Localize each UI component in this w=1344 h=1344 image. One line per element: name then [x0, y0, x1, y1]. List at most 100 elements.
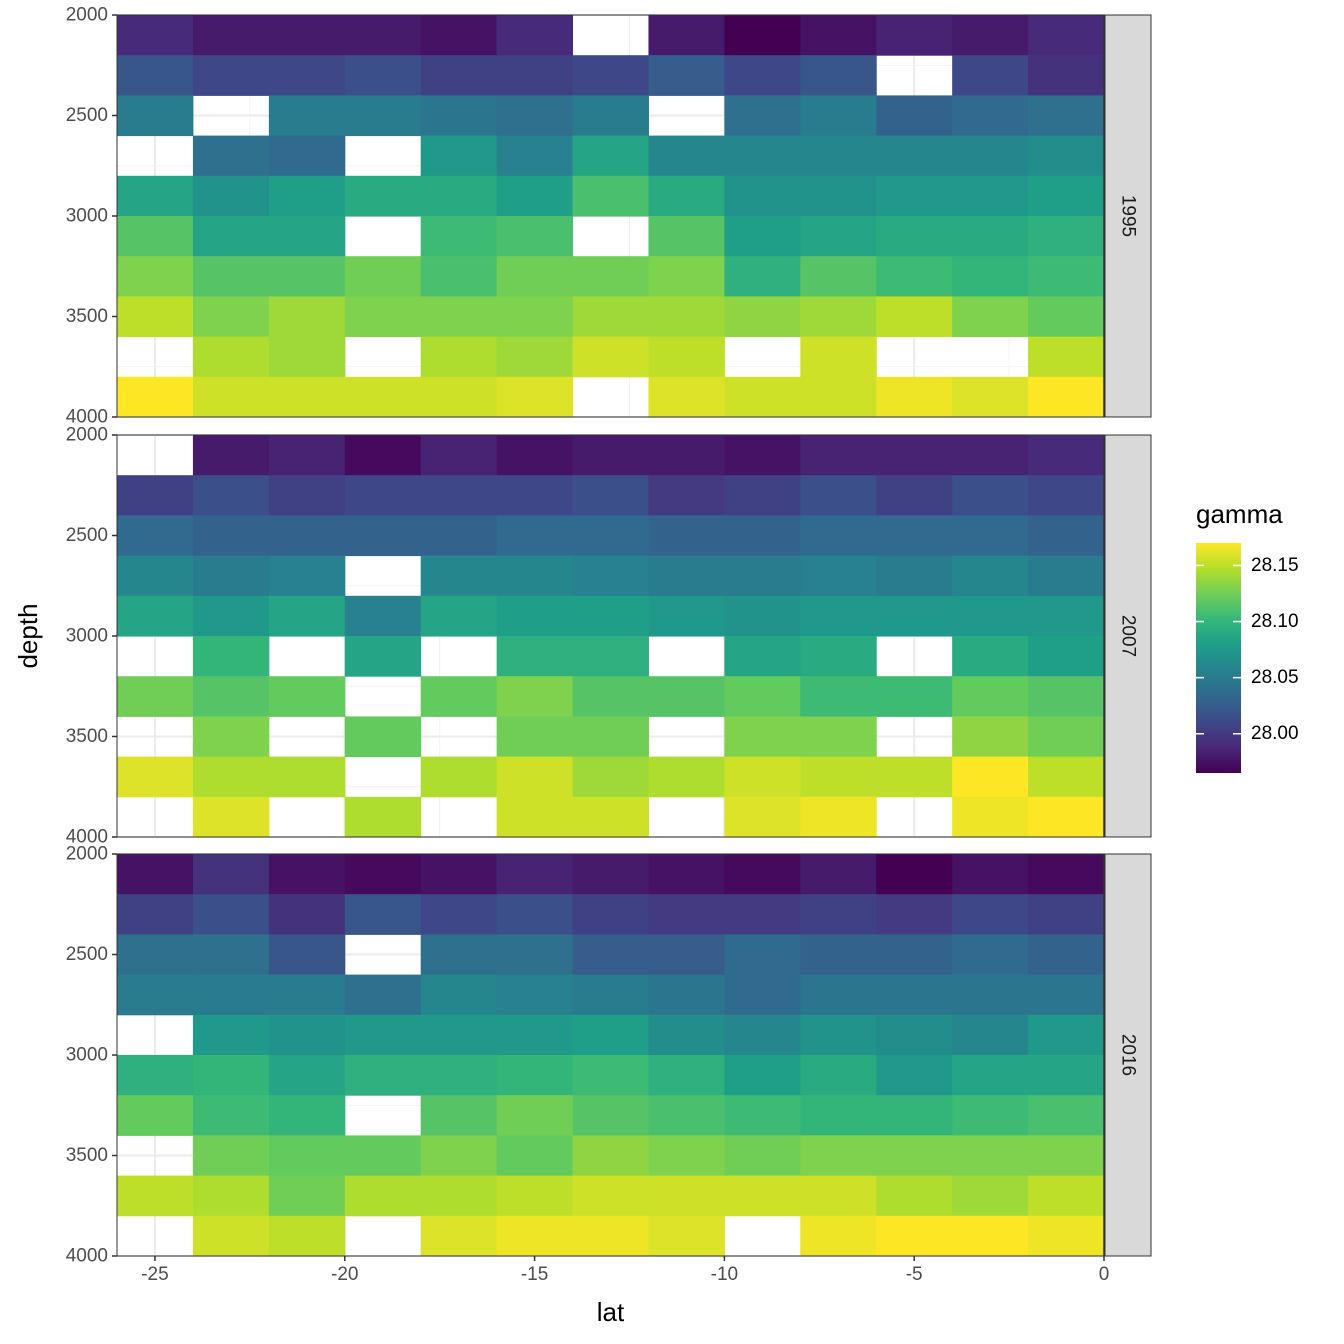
heatmap-tiles	[117, 854, 1105, 1257]
heatmap-tile	[876, 135, 953, 177]
heatmap-tile	[800, 894, 877, 935]
heatmap-tile	[117, 555, 194, 597]
heatmap-tile	[724, 595, 801, 637]
heatmap-tile	[572, 135, 649, 177]
heatmap-tile	[724, 1175, 801, 1217]
heatmap-tile	[952, 756, 1029, 798]
heatmap-tile	[496, 15, 574, 56]
heatmap-tile	[724, 974, 801, 1016]
heatmap-tile	[572, 1055, 649, 1096]
heatmap-tile	[800, 756, 877, 798]
heatmap-tile	[420, 216, 498, 257]
heatmap-tile	[344, 636, 422, 677]
y-tick-label: 2000	[66, 425, 108, 446]
heatmap-tile	[268, 555, 346, 597]
x-axis-title: lat	[597, 1297, 625, 1327]
heatmap-tile	[876, 1095, 953, 1136]
heatmap-tile	[420, 256, 498, 297]
x-tick-label: 0	[1099, 1264, 1110, 1285]
heatmap-tile	[800, 1215, 877, 1257]
y-tick-label: 4000	[66, 827, 108, 848]
heatmap-tile	[572, 515, 649, 557]
heatmap-tile	[648, 1095, 725, 1136]
heatmap-tile	[420, 974, 498, 1016]
heatmap-tile	[800, 135, 877, 177]
heatmap-tile	[496, 1055, 574, 1096]
heatmap-tile	[268, 376, 346, 418]
facet-strip-label: 2007	[1118, 615, 1139, 657]
heatmap-tile	[268, 1014, 346, 1056]
y-tick-label: 3000	[66, 626, 108, 647]
heatmap-tile	[192, 216, 270, 257]
heatmap-tile	[117, 515, 194, 557]
heatmap-tile	[648, 854, 725, 895]
heatmap-tile	[192, 475, 270, 516]
heatmap-tile	[1028, 854, 1105, 895]
heatmap-tile	[420, 376, 498, 418]
heatmap-tile	[344, 595, 422, 637]
color-legend: gamma 28.00 28.05 28.10 28.15	[1196, 499, 1299, 773]
legend-tick-label: 28.10	[1251, 611, 1299, 632]
heatmap-tile	[420, 55, 498, 96]
heatmap-tile	[572, 296, 649, 338]
heatmap-tile	[648, 555, 725, 597]
heatmap-tile	[1028, 676, 1105, 717]
heatmap-tile	[344, 854, 422, 895]
heatmap-tile	[1028, 376, 1105, 418]
heatmap-tile	[268, 1095, 346, 1136]
heatmap-tile	[648, 756, 725, 798]
y-axis: 2000 2500 3000 3500 4000	[66, 425, 117, 848]
heatmap-tile	[117, 934, 194, 976]
x-tick-label: -20	[331, 1264, 358, 1285]
heatmap-tile	[648, 15, 725, 56]
legend-colorbar	[1196, 543, 1241, 773]
heatmap-tile	[1028, 135, 1105, 177]
heatmap-tile	[268, 475, 346, 516]
heatmap-tile	[268, 1215, 346, 1257]
heatmap-tile	[344, 296, 422, 338]
y-axis-title: depth	[13, 603, 43, 668]
heatmap-tile	[952, 55, 1029, 96]
x-tick-label: -5	[906, 1264, 923, 1285]
heatmap-tile	[800, 796, 877, 838]
heatmap-tile	[192, 894, 270, 935]
heatmap-tile	[572, 894, 649, 935]
y-axis: 2000 2500 3000 3500 4000	[66, 844, 117, 1267]
heatmap-tile	[648, 55, 725, 96]
heatmap-tile	[800, 216, 877, 257]
heatmap-tile	[648, 676, 725, 717]
heatmap-tile	[1028, 175, 1105, 217]
heatmap-tile	[420, 1135, 498, 1177]
heatmap-tile	[572, 934, 649, 976]
heatmap-tile	[268, 854, 346, 895]
heatmap-tile	[344, 256, 422, 297]
heatmap-tile	[952, 716, 1029, 758]
heatmap-tile	[952, 1055, 1029, 1096]
heatmap-tile	[1028, 934, 1105, 976]
heatmap-tile	[572, 475, 649, 516]
y-tick-label: 4000	[66, 1246, 108, 1267]
heatmap-tile	[648, 1014, 725, 1056]
heatmap-tile	[952, 894, 1029, 935]
heatmap-tile	[876, 515, 953, 557]
panel-1995: 1995 2000 2500 3000 3500 4000	[66, 5, 1152, 428]
heatmap-tile	[344, 475, 422, 516]
heatmap-tile	[1028, 15, 1105, 56]
y-tick-label: 2500	[66, 525, 108, 546]
heatmap-tile	[117, 175, 194, 217]
heatmap-tile	[192, 595, 270, 637]
heatmap-tile	[952, 974, 1029, 1016]
heatmap-tile	[192, 376, 270, 418]
heatmap-tiles	[117, 435, 1105, 838]
heatmap-tile	[192, 55, 270, 96]
heatmap-tile	[496, 716, 574, 758]
heatmap-tile	[1028, 1095, 1105, 1136]
heatmap-tile	[876, 175, 953, 217]
heatmap-tile	[572, 716, 649, 758]
heatmap-tile	[420, 1175, 498, 1217]
heatmap-tile	[648, 1055, 725, 1096]
heatmap-tile	[420, 95, 498, 137]
heatmap-tile	[952, 555, 1029, 597]
heatmap-tile	[648, 296, 725, 338]
